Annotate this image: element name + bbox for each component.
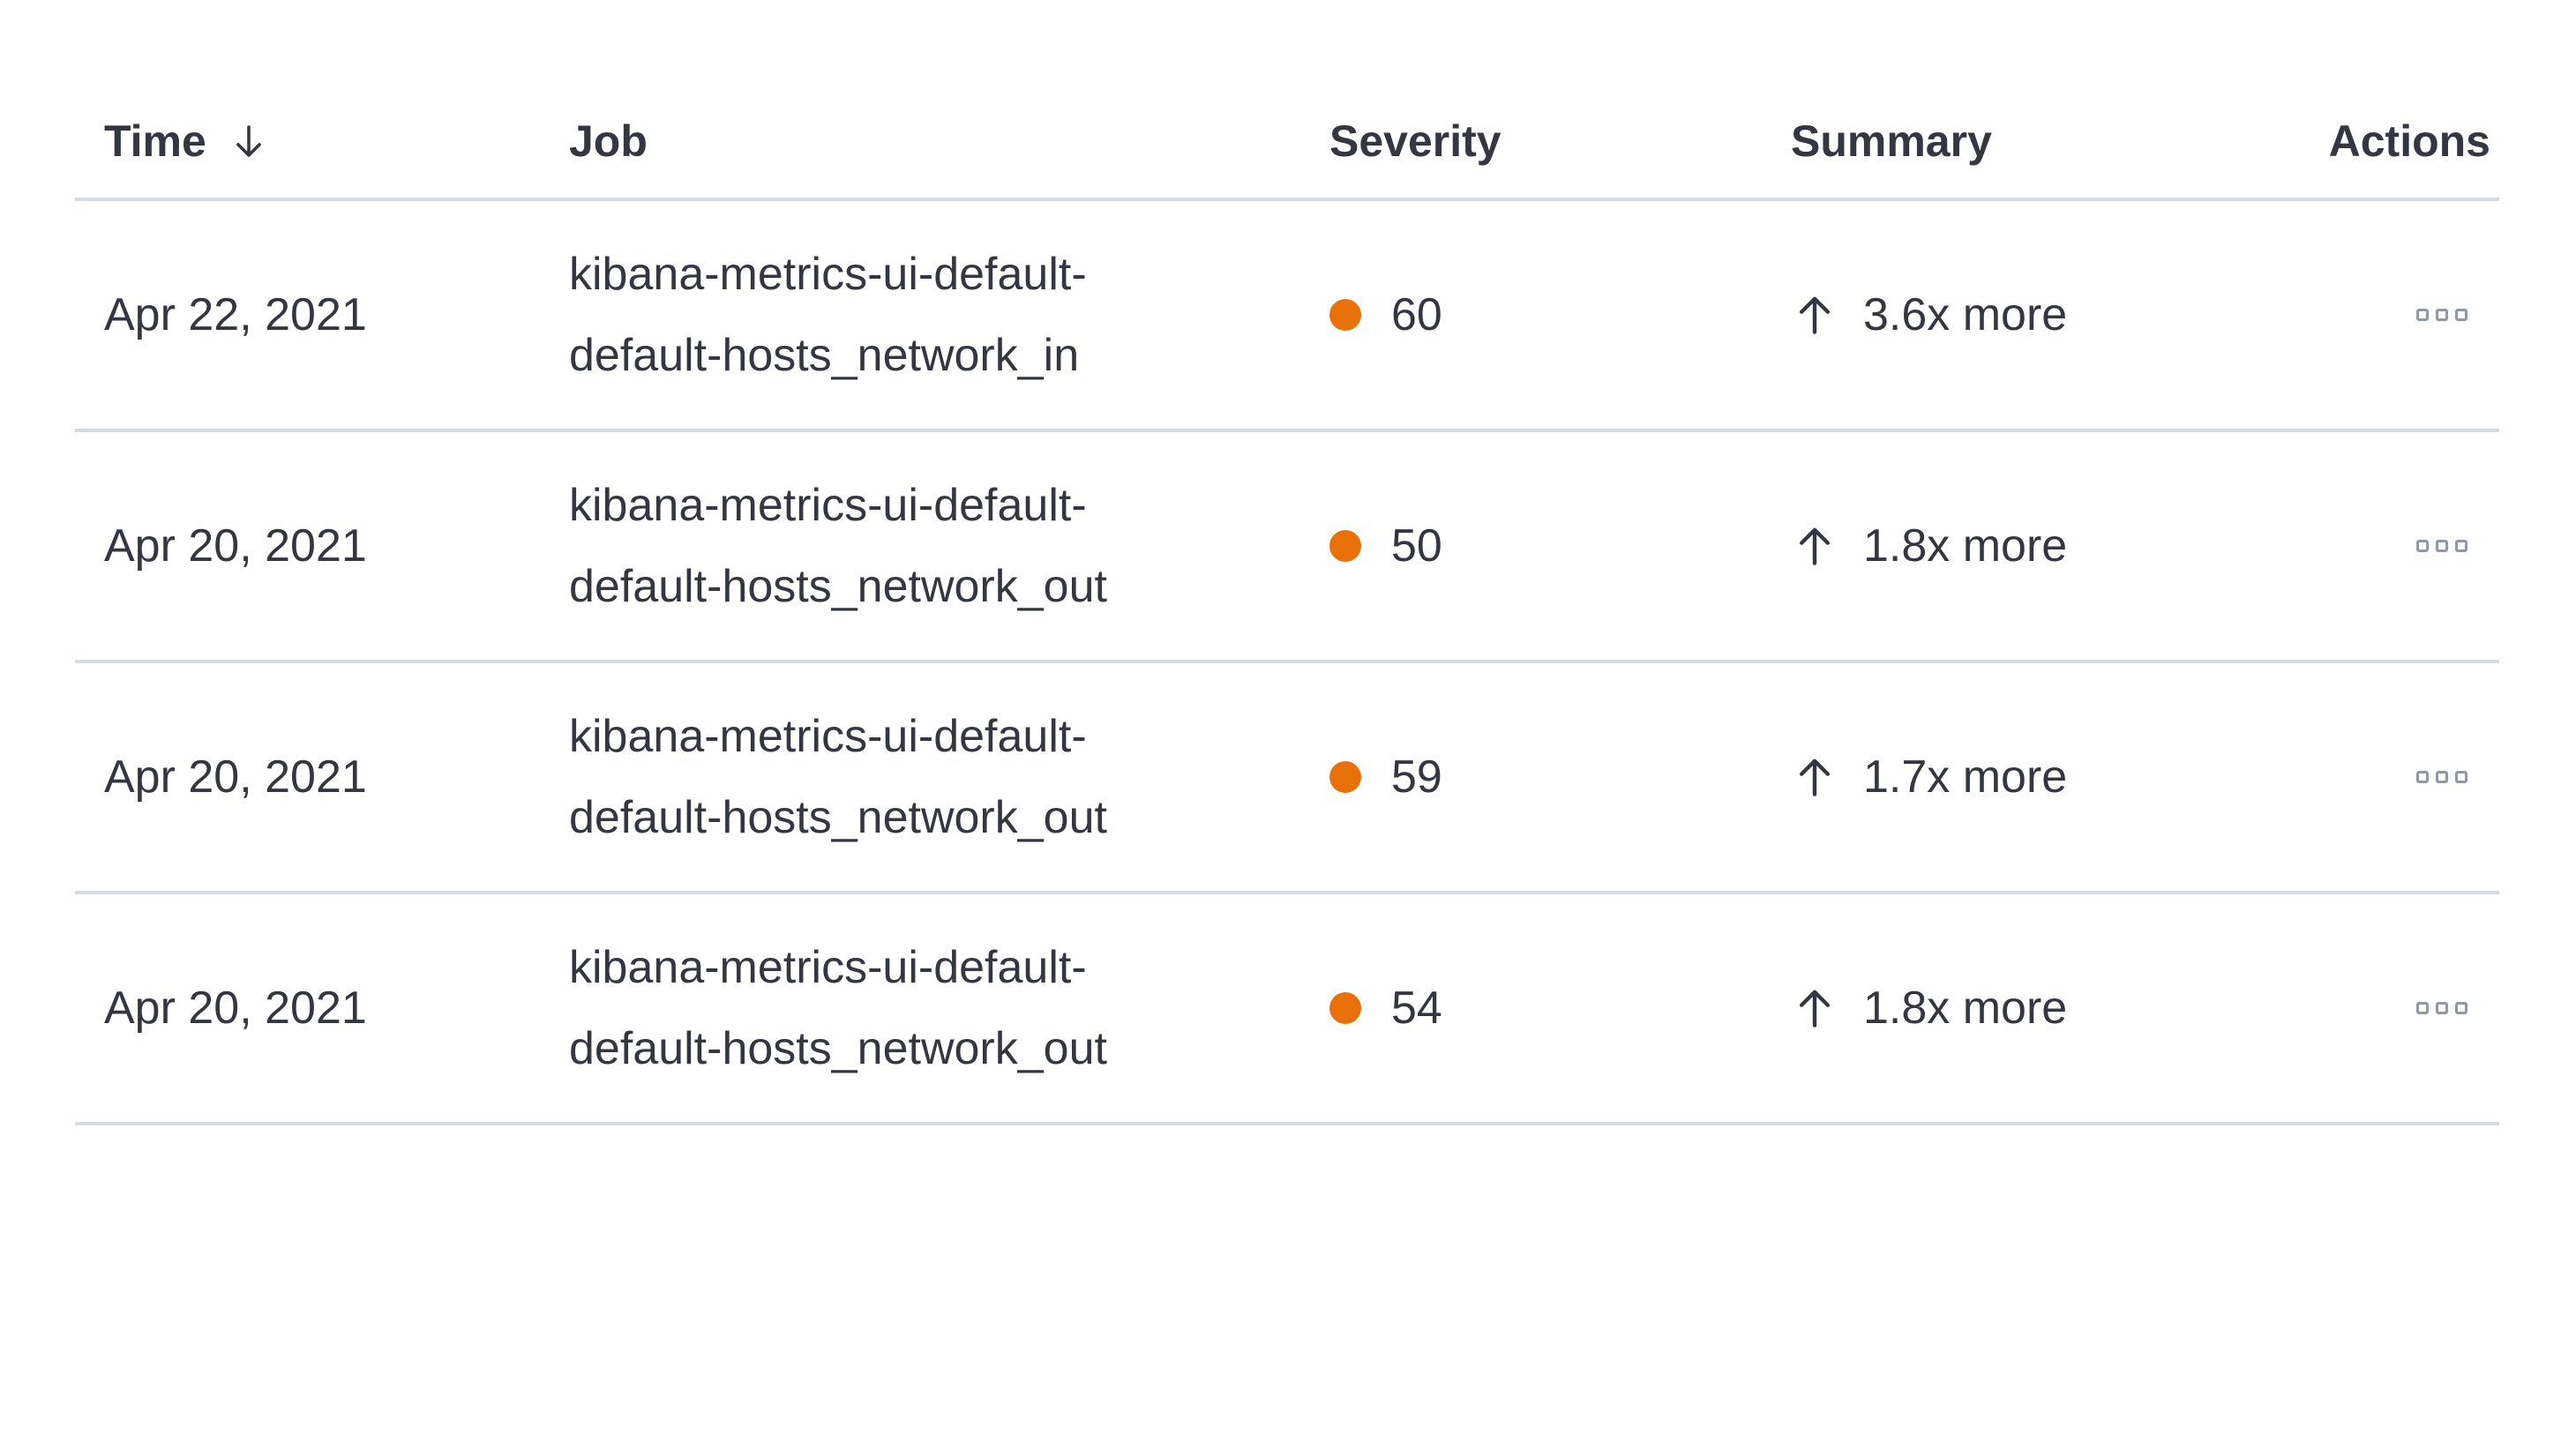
summary-text: 1.8x more [1863,983,2068,1034]
severity-dot-icon [1329,299,1361,331]
actions-cell [2327,771,2499,783]
summary-cell: 1.8x more [1782,519,2327,572]
job-name: kibana-metrics-ui-default-default-hosts_… [569,480,1107,612]
severity-score: 50 [1391,520,1442,572]
boxes-horizontal-icon [2416,540,2467,552]
row-actions-button[interactable] [2416,1002,2499,1014]
column-header-job-label: Job [569,116,648,166]
boxes-horizontal-icon [2416,771,2467,783]
job-name: kibana-metrics-ui-default-default-hosts_… [569,249,1087,381]
column-header-severity-label: Severity [1329,116,1501,166]
actions-cell [2327,309,2499,321]
anomalies-table: Time Job Severity Summary Actions Apr 22… [75,84,2499,1125]
job-name: kibana-metrics-ui-default-default-hosts_… [569,711,1107,843]
table-row: Apr 20, 2021 kibana-metrics-ui-default-d… [75,894,2499,1125]
severity-cell: 59 [1319,751,1782,803]
severity-dot-icon [1329,761,1361,793]
table-row: Apr 20, 2021 kibana-metrics-ui-default-d… [75,432,2499,663]
summary-text: 1.8x more [1863,520,2068,572]
row-actions-button[interactable] [2416,540,2499,552]
row-actions-button[interactable] [2416,309,2499,321]
column-header-actions-label: Actions [2328,116,2490,166]
arrow-up-icon [1799,527,1831,565]
severity-dot-icon [1329,992,1361,1024]
column-header-time-label: Time [104,116,206,166]
severity-cell: 54 [1319,982,1782,1035]
severity-cell: 60 [1319,288,1782,341]
boxes-horizontal-icon [2416,309,2467,321]
time-cell: Apr 20, 2021 [104,983,367,1034]
arrow-up-icon [1799,990,1831,1028]
column-header-actions: Actions [2327,116,2499,167]
column-header-summary: Summary [1782,116,2327,167]
table-row: Apr 22, 2021 kibana-metrics-ui-default-d… [75,201,2499,432]
time-cell: Apr 20, 2021 [104,751,367,803]
summary-text: 3.6x more [1863,289,2068,340]
actions-cell [2327,1002,2499,1014]
table-header-row: Time Job Severity Summary Actions [75,84,2499,201]
time-cell: Apr 20, 2021 [104,520,367,572]
column-header-severity: Severity [1319,116,1782,167]
summary-cell: 1.7x more [1782,751,2327,803]
severity-score: 54 [1391,983,1442,1034]
job-cell: kibana-metrics-ui-default-default-hosts_… [569,696,1319,858]
severity-score: 59 [1391,751,1442,803]
arrow-up-icon [1799,296,1831,334]
severity-cell: 50 [1319,519,1782,572]
row-actions-button[interactable] [2416,771,2499,783]
time-cell: Apr 22, 2021 [104,289,367,340]
actions-cell [2327,540,2499,552]
column-header-summary-label: Summary [1791,116,1992,166]
column-header-job: Job [569,116,1319,167]
sort-descending-icon [236,124,261,157]
summary-cell: 3.6x more [1782,288,2327,341]
column-header-time[interactable]: Time [75,116,569,167]
job-cell: kibana-metrics-ui-default-default-hosts_… [569,927,1319,1089]
severity-dot-icon [1329,530,1361,562]
job-name: kibana-metrics-ui-default-default-hosts_… [569,942,1107,1074]
job-cell: kibana-metrics-ui-default-default-hosts_… [569,465,1319,627]
summary-cell: 1.8x more [1782,982,2327,1035]
table-row: Apr 20, 2021 kibana-metrics-ui-default-d… [75,663,2499,894]
job-cell: kibana-metrics-ui-default-default-hosts_… [569,234,1319,396]
severity-score: 60 [1391,289,1442,340]
boxes-horizontal-icon [2416,1002,2467,1014]
summary-text: 1.7x more [1863,751,2068,803]
arrow-up-icon [1799,759,1831,796]
